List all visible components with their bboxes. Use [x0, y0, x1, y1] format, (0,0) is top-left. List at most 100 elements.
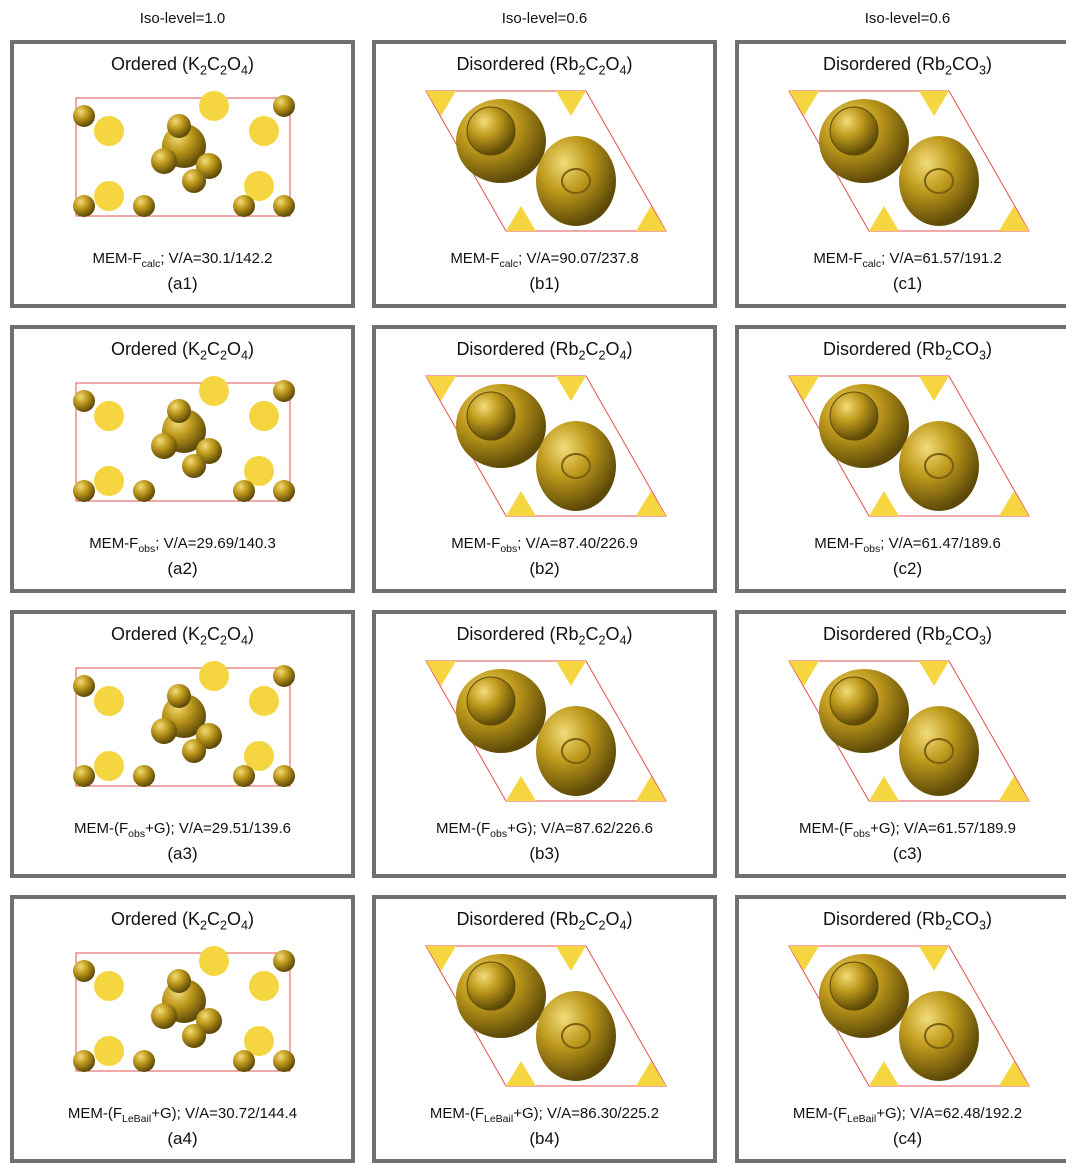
- panel-label: (a2): [14, 559, 351, 579]
- shape: [273, 380, 295, 402]
- text-run: ; V/A=29.69/140.3: [155, 535, 276, 552]
- density-map: [739, 86, 1066, 241]
- shape: [830, 677, 878, 725]
- panel: Disordered (Rb2C2O4)MEM-Fcalc; V/A=90.07…: [372, 40, 717, 308]
- text-run: +G); V/A=62.48/192.2: [876, 1105, 1022, 1122]
- text-run: Disordered (Rb: [456, 909, 578, 929]
- density-map: [376, 656, 713, 811]
- shape: [273, 1050, 295, 1072]
- shape: [73, 960, 95, 982]
- panel-label: (b2): [376, 559, 713, 579]
- shape: [536, 991, 616, 1081]
- density-map: [376, 371, 713, 526]
- shape: [94, 181, 124, 211]
- subscript: 4: [241, 919, 248, 933]
- shape: [73, 480, 95, 502]
- shape: [94, 401, 124, 431]
- shape: [273, 195, 295, 217]
- shape: [273, 665, 295, 687]
- text-run: Disordered (Rb: [456, 54, 578, 74]
- panel-caption: MEM-Fcalc; V/A=61.57/191.2: [739, 250, 1066, 270]
- subscript: obs: [490, 828, 507, 840]
- panel-title: Disordered (Rb2C2O4): [376, 909, 713, 933]
- shape: [167, 399, 191, 423]
- text-run: ): [627, 624, 633, 644]
- text-run: ; V/A=87.40/226.9: [517, 535, 638, 552]
- shape: [151, 148, 177, 174]
- panel: Disordered (Rb2C2O4)MEM-(Fobs+G); V/A=87…: [372, 610, 717, 878]
- panel: Disordered (Rb2CO3) MEM-(FLeBail+G); V/A=…: [735, 895, 1066, 1163]
- panel-label: (a4): [14, 1129, 351, 1149]
- text-run: O: [227, 339, 241, 359]
- shape: [73, 1050, 95, 1072]
- shape: [249, 971, 279, 1001]
- shape: [167, 969, 191, 993]
- shape: [73, 765, 95, 787]
- shape: [899, 991, 979, 1081]
- shape: [94, 751, 124, 781]
- shape: [94, 466, 124, 496]
- subscript: 2: [200, 634, 207, 648]
- panel: Disordered (Rb2C2O4) MEM-(FLeBail+G); V/A…: [372, 895, 717, 1163]
- shape: [199, 661, 229, 691]
- shape: [151, 718, 177, 744]
- panel-title: Disordered (Rb2CO3): [739, 624, 1066, 648]
- subscript: obs: [863, 543, 880, 555]
- subscript: 2: [945, 349, 952, 363]
- text-run: +G); V/A=30.72/144.4: [151, 1105, 297, 1122]
- text-run: Disordered (Rb: [823, 339, 945, 359]
- subscript: calc: [499, 258, 518, 270]
- text-run: O: [227, 909, 241, 929]
- panel-title: Ordered (K2C2O4): [14, 624, 351, 648]
- text-run: Ordered (K: [111, 54, 200, 74]
- text-run: MEM-(F: [74, 820, 128, 837]
- panel-title: Disordered (Rb2C2O4): [376, 339, 713, 363]
- text-run: ): [248, 624, 254, 644]
- text-run: Disordered (Rb: [456, 624, 578, 644]
- text-run: O: [227, 54, 241, 74]
- subscript: obs: [500, 543, 517, 555]
- density-map: [739, 371, 1066, 526]
- text-run: CO: [952, 339, 979, 359]
- text-run: C: [207, 624, 220, 644]
- text-run: CO: [952, 54, 979, 74]
- shape: [467, 962, 515, 1010]
- text-run: +G); V/A=86.30/225.2: [513, 1105, 659, 1122]
- text-run: +G); V/A=61.57/189.9: [870, 820, 1016, 837]
- panel-caption: MEM-(FLeBail+G); V/A=86.30/225.2: [376, 1105, 713, 1125]
- panel-title: Disordered (Rb2CO3): [739, 909, 1066, 933]
- shape: [182, 1024, 206, 1048]
- panel-title: Disordered (Rb2C2O4): [376, 624, 713, 648]
- text-run: MEM-F: [92, 250, 141, 267]
- text-run: C: [586, 909, 599, 929]
- density-map: [739, 941, 1066, 1096]
- subscript: 2: [599, 64, 606, 78]
- text-run: ): [986, 339, 992, 359]
- shape: [233, 195, 255, 217]
- density-map: [376, 941, 713, 1096]
- panel-caption: MEM-(Fobs+G); V/A=87.62/226.6: [376, 820, 713, 840]
- text-run: MEM-F: [450, 250, 499, 267]
- panel-caption: MEM-(FLeBail+G); V/A=62.48/192.2: [739, 1105, 1066, 1125]
- text-run: ): [248, 909, 254, 929]
- panel: Disordered (Rb2CO3)MEM-Fobs; V/A=61.47/1…: [735, 325, 1066, 593]
- subscript: 4: [241, 64, 248, 78]
- text-run: C: [586, 624, 599, 644]
- subscript: 2: [599, 634, 606, 648]
- subscript: 2: [578, 919, 585, 933]
- shape: [167, 114, 191, 138]
- subscript: 4: [241, 634, 248, 648]
- shape: [536, 421, 616, 511]
- shape: [133, 480, 155, 502]
- panel-caption: MEM-(Fobs+G); V/A=61.57/189.9: [739, 820, 1066, 840]
- text-run: ; V/A=90.07/237.8: [518, 250, 639, 267]
- shape: [273, 765, 295, 787]
- panel-caption: MEM-Fcalc; V/A=30.1/142.2: [14, 250, 351, 270]
- text-run: Disordered (Rb: [456, 339, 578, 359]
- shape: [133, 195, 155, 217]
- shape: [536, 706, 616, 796]
- panel-title: Ordered (K2C2O4): [14, 54, 351, 78]
- panel-caption: MEM-Fobs; V/A=87.40/226.9: [376, 535, 713, 555]
- shape: [73, 105, 95, 127]
- subscript: 2: [220, 349, 227, 363]
